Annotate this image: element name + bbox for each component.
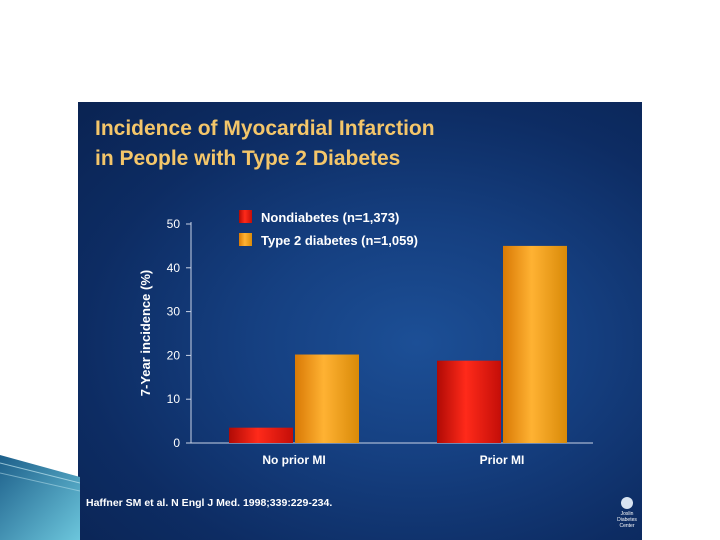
legend-entry: Nondiabetes (n=1,373): [261, 210, 399, 225]
y-axis-label: 7-Year incidence (%): [138, 270, 153, 396]
citation: Haffner SM et al. N Engl J Med. 1998;339…: [86, 497, 333, 509]
legend-swatch: [239, 210, 252, 223]
y-tick-label: 30: [167, 305, 181, 319]
x-tick-label: Prior MI: [480, 453, 525, 467]
bar-type2-diabetes-0: [295, 354, 359, 443]
logo-line-1: Joslin: [620, 511, 634, 517]
legend-entry: Type 2 diabetes (n=1,059): [261, 233, 418, 248]
title-line-1: Incidence of Myocardial Infarction: [95, 117, 435, 140]
legend-swatch: [239, 233, 252, 246]
y-tick-label: 50: [167, 217, 181, 231]
bar-nondiabetes-1: [437, 360, 501, 443]
x-tick-label: No prior MI: [262, 453, 325, 467]
slide: Incidence of Myocardial Infarction in Pe…: [78, 102, 642, 540]
logo-line-2: Diabetes: [617, 517, 637, 523]
joslin-seal-icon: [621, 497, 633, 509]
ribbon-decoration: [0, 455, 80, 540]
joslin-logo: Joslin Diabetes Center: [614, 497, 640, 529]
y-tick-label: 20: [167, 348, 181, 362]
bar-type2-diabetes-1: [503, 245, 567, 443]
y-tick-label: 40: [167, 261, 181, 275]
slide-title: Incidence of Myocardial Infarction in Pe…: [95, 114, 615, 174]
bar-nondiabetes-0: [229, 427, 293, 443]
y-tick-label: 10: [167, 392, 181, 406]
logo-line-3: Center: [619, 523, 635, 529]
bar-chart: 0 10 20 30 40 50 7-Year incidence (%) No prior …: [138, 210, 593, 467]
y-tick-label: 0: [173, 436, 180, 450]
title-line-2: in People with Type 2 Diabetes: [95, 147, 401, 170]
